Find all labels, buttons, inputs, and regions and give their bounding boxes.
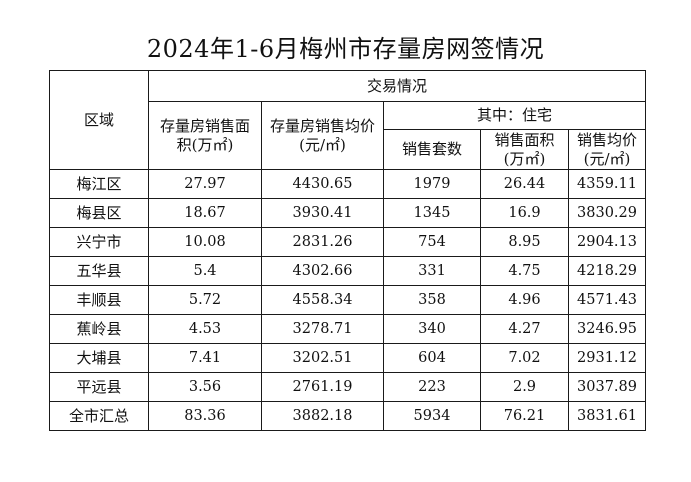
cell-res-avg-price: 3037.89 [568,372,646,402]
cell-res-avg-price: 4218.29 [568,256,646,286]
cell-area: 18.67 [148,198,262,228]
cell-units: 5934 [383,401,481,431]
cell-res-area: 4.75 [480,256,569,286]
cell-area: 4.53 [148,314,262,344]
table-row: 丰顺县 5.72 4558.34 358 4.96 4571.43 [49,285,646,315]
table-row: 五华县 5.4 4302.66 331 4.75 4218.29 [49,256,646,286]
cell-res-area: 2.9 [480,372,569,402]
cell-area: 27.97 [148,169,262,199]
cell-units: 1979 [383,169,481,199]
cell-res-area: 4.27 [480,314,569,344]
cell-units: 754 [383,227,481,257]
cell-avg-price: 3202.51 [261,343,384,373]
cell-area: 10.08 [148,227,262,257]
housing-sales-table: 区域 交易情况 存量房销售面积(万㎡) 存量房销售均价(元/㎡) 其中：住宅 销… [49,70,646,431]
cell-area: 7.41 [148,343,262,373]
cell-res-area: 76.21 [480,401,569,431]
table-body: 梅江区 27.97 4430.65 1979 26.44 4359.11 梅县区 18.67 3… [49,169,646,431]
cell-res-avg-price: 4359.11 [568,169,646,199]
table-row: 兴宁市 10.08 2831.26 754 8.95 2904.13 [49,227,646,257]
cell-res-area: 8.95 [480,227,569,257]
page-title: 2024年1-6月梅州市存量房网签情况 [146,35,545,63]
cell-res-area: 7.02 [480,343,569,373]
transaction-header: 交易情况 [148,70,646,102]
cell-region: 兴宁市 [49,227,149,257]
cell-units: 223 [383,372,481,402]
cell-res-avg-price: 3246.95 [568,314,646,344]
cell-area: 3.56 [148,372,262,402]
cell-units: 358 [383,285,481,315]
res-avg-price-header: 销售均价(元/㎡) [568,129,646,170]
cell-area: 5.72 [148,285,262,315]
header-row-3: 销售套数 销售面积(万㎡) 销售均价(元/㎡) [50,129,646,170]
cell-area: 5.4 [148,256,262,286]
cell-region: 蕉岭县 [49,314,149,344]
table-row: 大埔县 7.41 3202.51 604 7.02 2931.12 [49,343,646,373]
cell-units: 604 [383,343,481,373]
cell-avg-price: 3882.18 [261,401,384,431]
avg-price-header: 存量房销售均价(元/㎡) [261,101,384,170]
cell-region: 全市汇总 [49,401,149,431]
cell-res-area: 4.96 [480,285,569,315]
cell-units: 331 [383,256,481,286]
table-row: 全市汇总 83.36 3882.18 5934 76.21 3831.61 [49,401,646,431]
cell-avg-price: 3278.71 [261,314,384,344]
res-area-header: 销售面积(万㎡) [480,129,569,170]
header-row-1: 区域 交易情况 [49,70,646,170]
cell-avg-price: 4430.65 [261,169,384,199]
table-row: 梅江区 27.97 4430.65 1979 26.44 4359.11 [49,169,646,199]
cell-avg-price: 4558.34 [261,285,384,315]
table-row: 平远县 3.56 2761.19 223 2.9 3037.89 [49,372,646,402]
cell-units: 340 [383,314,481,344]
cell-region: 大埔县 [49,343,149,373]
cell-res-area: 16.9 [480,198,569,228]
header-row-2: 存量房销售面积(万㎡) 存量房销售均价(元/㎡) 其中：住宅 [50,101,646,170]
cell-res-avg-price: 4571.43 [568,285,646,315]
cell-avg-price: 3930.41 [261,198,384,228]
cell-res-avg-price: 2904.13 [568,227,646,257]
cell-res-avg-price: 3830.29 [568,198,646,228]
table-row: 梅县区 18.67 3930.41 1345 16.9 3830.29 [49,198,646,228]
cell-region: 平远县 [49,372,149,402]
cell-avg-price: 2761.19 [261,372,384,402]
cell-res-avg-price: 3831.61 [568,401,646,431]
cell-area: 83.36 [148,401,262,431]
units-header: 销售套数 [383,129,481,170]
cell-region: 丰顺县 [49,285,149,315]
cell-avg-price: 4302.66 [261,256,384,286]
cell-region: 梅江区 [49,169,149,199]
residential-header: 其中：住宅 [383,101,646,130]
cell-region: 五华县 [49,256,149,286]
cell-units: 1345 [383,198,481,228]
cell-res-area: 26.44 [480,169,569,199]
area-header: 存量房销售面积(万㎡) [148,101,262,170]
cell-res-avg-price: 2931.12 [568,343,646,373]
cell-avg-price: 2831.26 [261,227,384,257]
region-header: 区域 [49,70,149,170]
table-row: 蕉岭县 4.53 3278.71 340 4.27 3246.95 [49,314,646,344]
cell-region: 梅县区 [49,198,149,228]
